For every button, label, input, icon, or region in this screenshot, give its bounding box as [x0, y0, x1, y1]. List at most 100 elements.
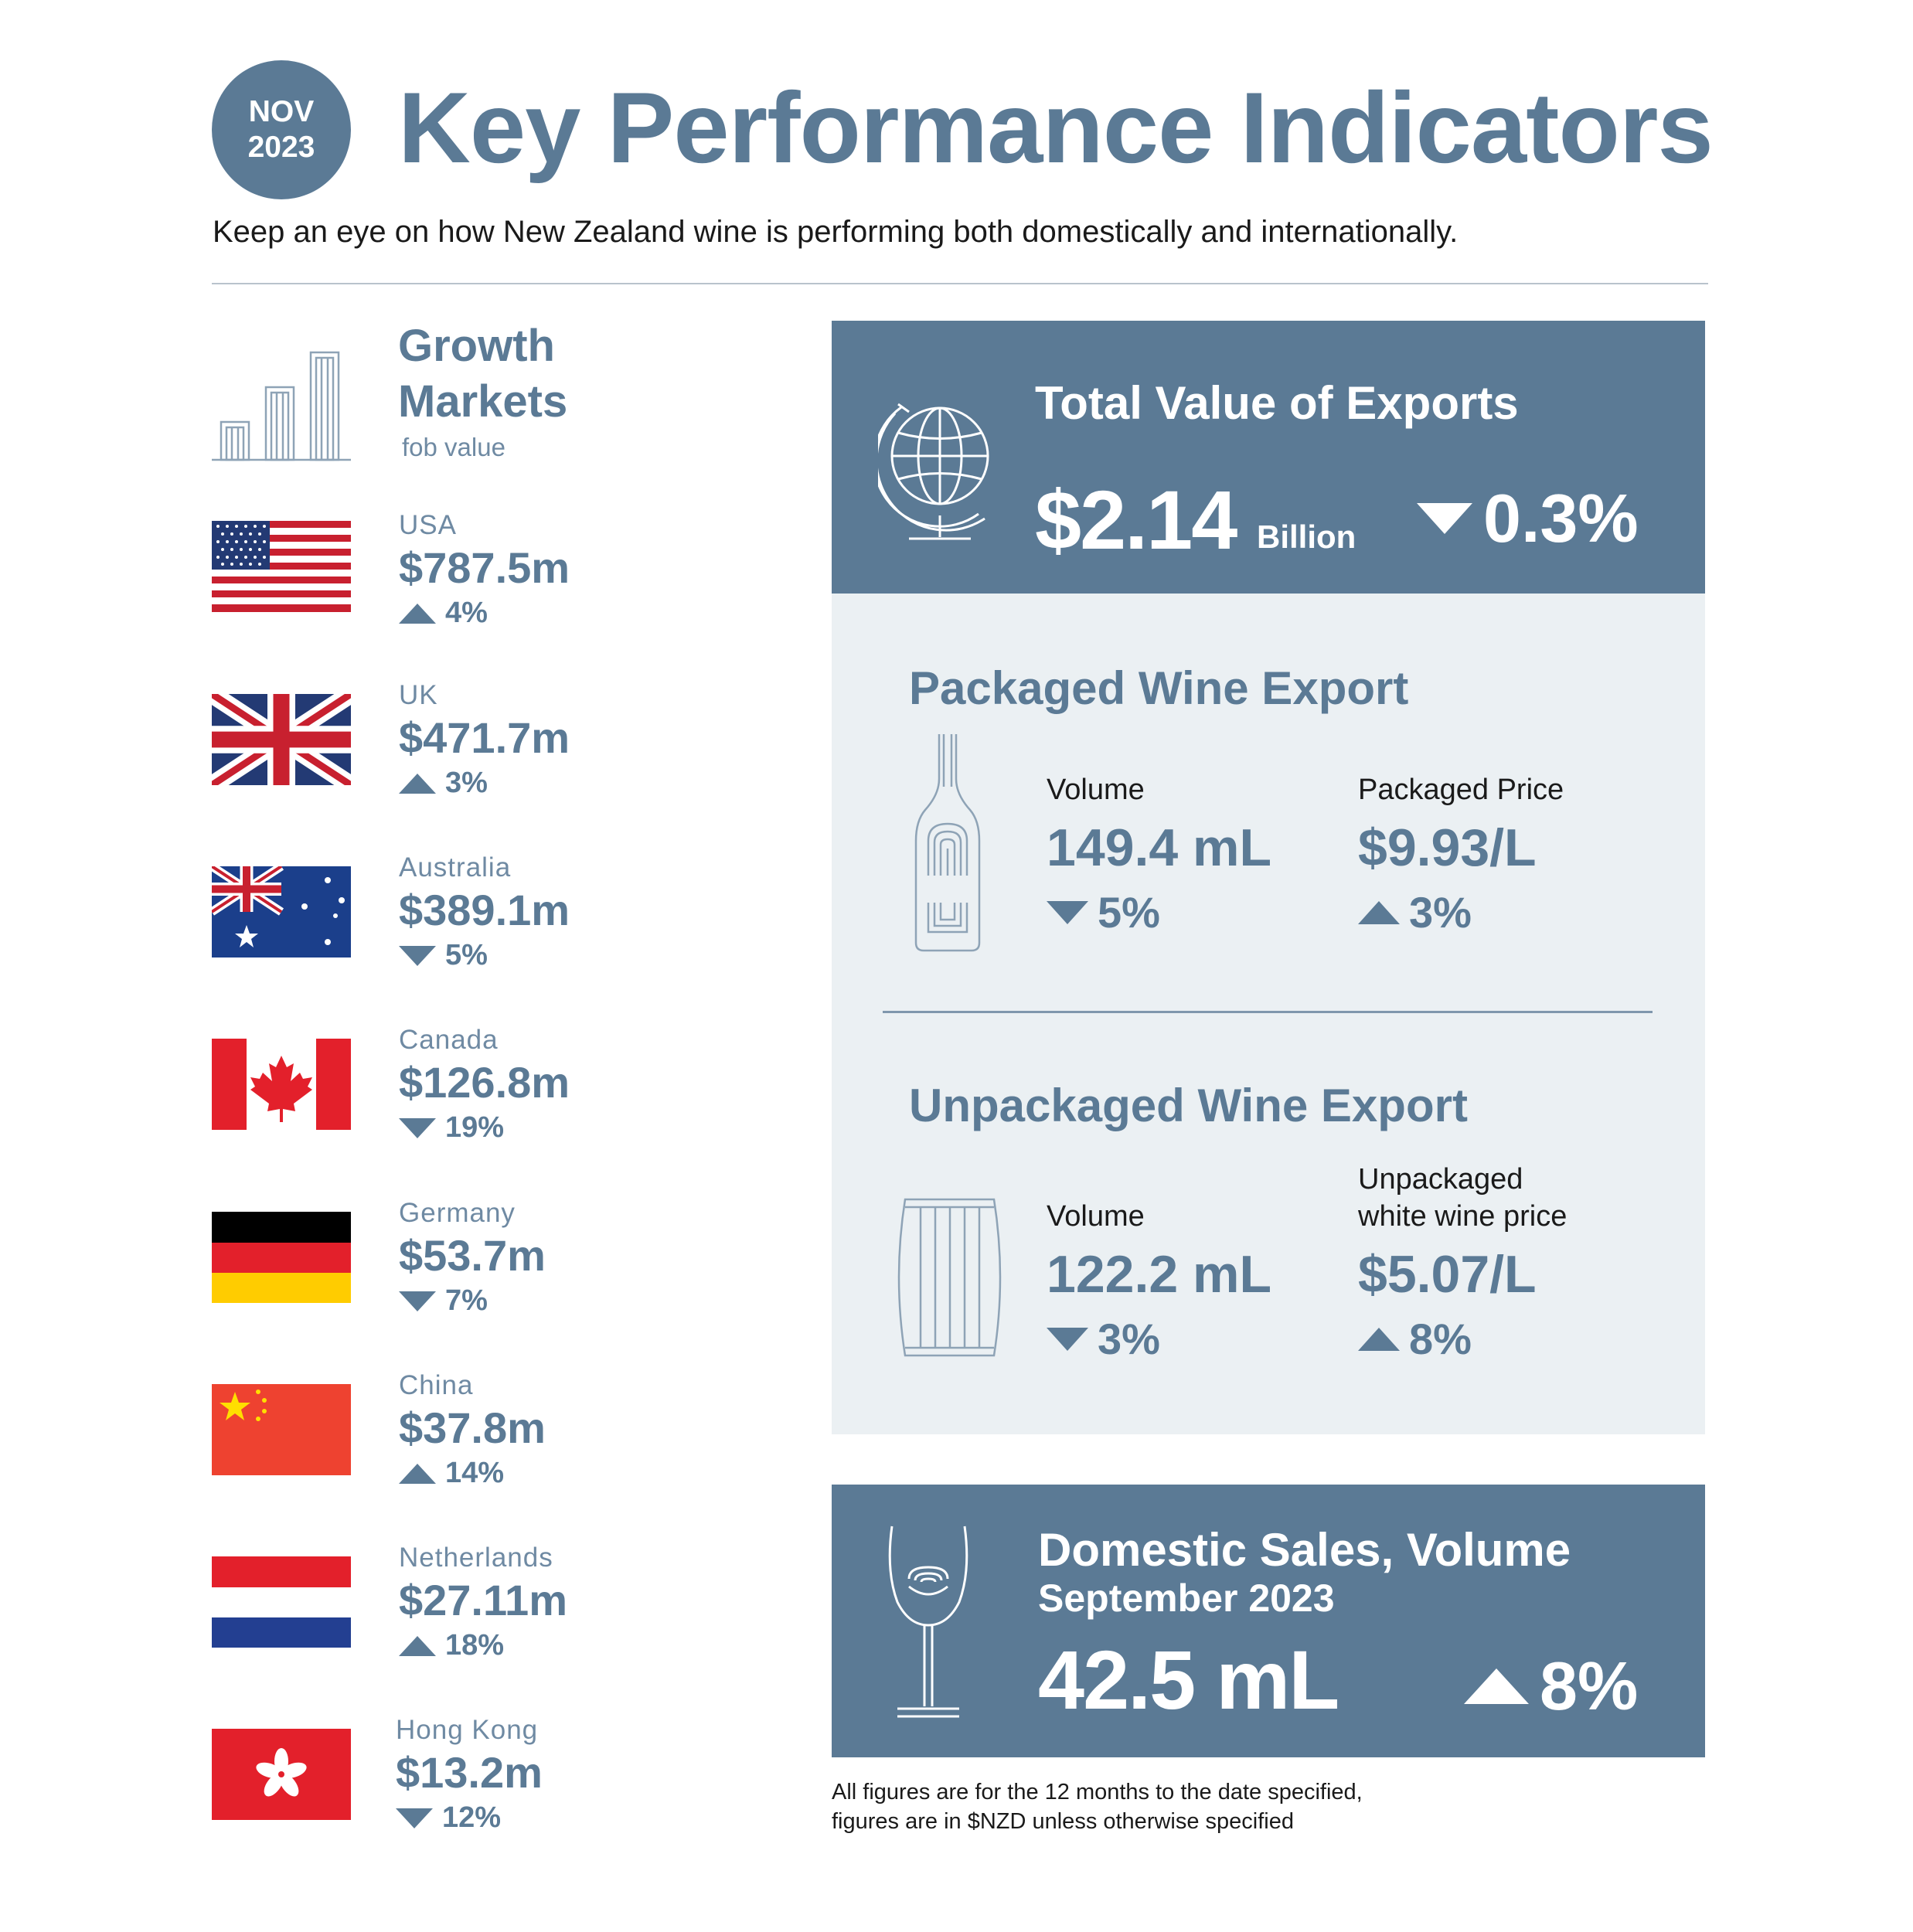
- market-change: 14%: [399, 1457, 504, 1490]
- date-year: 2023: [247, 131, 315, 164]
- wine-export-panel: Packaged Wine Export Volume 149.4 mL 5% …: [832, 594, 1705, 1434]
- page-title: Key Performance Indicators: [398, 71, 1714, 184]
- market-name: USA: [399, 510, 457, 540]
- market-change-value: 12%: [442, 1801, 502, 1834]
- packaged-price-value: $9.93/L: [1358, 818, 1537, 877]
- date-month: NOV: [248, 95, 315, 128]
- header-divider: [212, 283, 1708, 284]
- footnote: All figures are for the 12 months to the…: [832, 1777, 1363, 1836]
- domestic-sales-title: Domestic Sales, Volume: [1038, 1524, 1571, 1576]
- market-change-value: 14%: [445, 1457, 505, 1489]
- canada-flag-icon: [212, 1039, 351, 1130]
- up-arrow-icon: [399, 603, 436, 624]
- barrel-icon: [897, 1198, 1002, 1357]
- market-name: Australia: [399, 852, 512, 883]
- market-change: 19%: [399, 1111, 504, 1145]
- unpackaged-price-label-line1: Unpackaged: [1358, 1163, 1523, 1196]
- market-change-value: 4%: [445, 597, 488, 629]
- market-canada: Canada $126.8m 19%: [212, 1025, 753, 1179]
- market-value: $126.8m: [399, 1058, 570, 1107]
- germany-flag-icon: [212, 1212, 351, 1303]
- usa-flag-icon: [212, 521, 351, 612]
- australia-flag-icon: [212, 866, 351, 957]
- total-exports-panel: Total Value of Exports $2.14 Billion 0.3…: [832, 321, 1705, 594]
- unpackaged-volume-label: Volume: [1047, 1200, 1145, 1233]
- total-exports-change-value: 0.3%: [1483, 480, 1639, 556]
- growth-markets-title: Growth Markets: [398, 318, 567, 430]
- down-arrow-icon: [1417, 503, 1472, 534]
- market-value: $787.5m: [399, 543, 570, 592]
- market-australia: Australia $389.1m 5%: [212, 852, 753, 1007]
- up-arrow-icon: [1358, 1327, 1400, 1351]
- market-name: China: [399, 1370, 474, 1400]
- market-name: Germany: [399, 1198, 516, 1228]
- market-value: $13.2m: [396, 1748, 543, 1797]
- market-value: $389.1m: [399, 886, 570, 934]
- up-arrow-icon: [1358, 900, 1400, 924]
- footnote-line1: All figures are for the 12 months to the…: [832, 1780, 1363, 1804]
- market-value: $53.7m: [399, 1231, 546, 1280]
- market-change: 4%: [399, 597, 488, 630]
- netherlands-flag-icon: [212, 1556, 351, 1648]
- market-change: 3%: [399, 767, 488, 800]
- down-arrow-icon: [396, 1808, 433, 1828]
- growth-title-line1: Growth: [398, 321, 555, 371]
- domestic-sales-panel: Domestic Sales, Volume September 2023 42…: [832, 1485, 1705, 1757]
- footnote-line2: figures are in $NZD unless otherwise spe…: [832, 1809, 1294, 1834]
- market-germany: Germany $53.7m 7%: [212, 1198, 753, 1352]
- china-flag-icon: [212, 1384, 351, 1475]
- domestic-sales-subtitle: September 2023: [1038, 1577, 1335, 1620]
- market-name: Canada: [399, 1025, 499, 1055]
- up-arrow-icon: [399, 1463, 436, 1484]
- down-arrow-icon: [399, 1117, 436, 1138]
- bar-chart-icon: [212, 351, 351, 461]
- market-value: $27.11m: [399, 1576, 567, 1624]
- up-arrow-icon: [399, 773, 436, 794]
- date-badge: NOV 2023: [212, 60, 351, 199]
- down-arrow-icon: [399, 945, 436, 966]
- unpackaged-export-title: Unpackaged Wine Export: [909, 1080, 1468, 1131]
- globe-icon: [878, 403, 989, 540]
- domestic-sales-change: 8%: [1464, 1647, 1638, 1726]
- up-arrow-icon: [1464, 1668, 1529, 1704]
- growth-title-line2: Markets: [398, 376, 568, 427]
- market-uk: UK $471.7m 3%: [212, 680, 753, 835]
- packaged-volume-change: 5%: [1047, 887, 1160, 937]
- hong-kong-flag-icon: [212, 1729, 351, 1820]
- packaged-price-change: 3%: [1358, 887, 1472, 937]
- total-exports-title: Total Value of Exports: [1035, 377, 1519, 429]
- packaged-volume-value: 149.4 mL: [1047, 818, 1272, 877]
- packaged-price-change-value: 3%: [1409, 888, 1472, 937]
- market-change: 18%: [399, 1629, 504, 1662]
- market-china: China $37.8m 14%: [212, 1370, 753, 1525]
- unpackaged-price-label: Unpackaged white wine price: [1358, 1161, 1567, 1235]
- market-change: 12%: [396, 1801, 501, 1835]
- unpackaged-price-value: $5.07/L: [1358, 1245, 1537, 1304]
- packaged-price-label: Packaged Price: [1358, 774, 1564, 806]
- panel-divider: [883, 1011, 1653, 1013]
- market-change-value: 19%: [445, 1111, 505, 1144]
- market-value: $471.7m: [399, 713, 570, 762]
- unpackaged-price-label-line2: white wine price: [1358, 1200, 1568, 1233]
- market-change: 5%: [399, 939, 488, 972]
- domestic-sales-value: 42.5 mL: [1038, 1633, 1339, 1726]
- market-hong-kong: Hong Kong $13.2m 12%: [212, 1715, 753, 1869]
- unpackaged-price-change-value: 8%: [1409, 1315, 1472, 1363]
- market-value: $37.8m: [399, 1403, 546, 1452]
- unpackaged-volume-change: 3%: [1047, 1314, 1160, 1364]
- page-subtitle: Keep an eye on how New Zealand wine is p…: [213, 215, 1459, 249]
- down-arrow-icon: [1047, 1327, 1088, 1351]
- market-change-value: 7%: [445, 1284, 488, 1317]
- market-name: Netherlands: [399, 1543, 553, 1573]
- market-change-value: 5%: [445, 939, 488, 971]
- unpackaged-price-change: 8%: [1358, 1314, 1472, 1364]
- total-exports-unit: Billion: [1257, 519, 1356, 555]
- down-arrow-icon: [1047, 900, 1088, 924]
- wine-bottle-icon: [914, 734, 981, 952]
- uk-flag-icon: [212, 694, 351, 785]
- wine-glass-icon: [888, 1526, 968, 1718]
- market-change-value: 18%: [445, 1629, 505, 1662]
- unpackaged-volume-value: 122.2 mL: [1047, 1245, 1272, 1304]
- up-arrow-icon: [399, 1635, 436, 1656]
- market-change-value: 3%: [445, 767, 488, 799]
